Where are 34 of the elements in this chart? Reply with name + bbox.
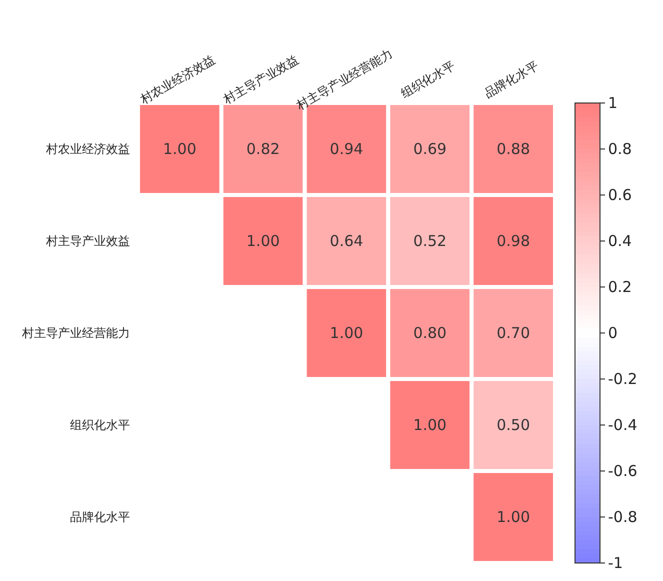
color-bar-label: 1 bbox=[608, 94, 618, 112]
x-tick-label: 组织化水平 bbox=[398, 58, 458, 101]
color-bar-label: 0.2 bbox=[608, 278, 632, 296]
data-label: 0.70 bbox=[496, 324, 530, 342]
data-label: 0.88 bbox=[496, 140, 530, 158]
x-tick-label: 村农业经济效益 bbox=[136, 52, 218, 108]
data-label: 1.00 bbox=[496, 508, 530, 526]
y-tick-label: 村农业经济效益 bbox=[45, 142, 130, 156]
y-tick-label: 村主导产业经营能力 bbox=[21, 326, 130, 340]
y-tick-label: 品牌化水平 bbox=[70, 510, 130, 524]
data-label: 0.80 bbox=[413, 324, 447, 342]
data-label: 1.00 bbox=[162, 140, 196, 158]
color-bar-label: 0.8 bbox=[608, 140, 632, 158]
data-label: 1.00 bbox=[246, 232, 280, 250]
color-bar-label: -0.6 bbox=[608, 462, 638, 480]
y-tick-label: 组织化水平 bbox=[70, 418, 130, 432]
color-bar-label: -1 bbox=[608, 554, 623, 572]
data-label: 0.64 bbox=[330, 232, 364, 250]
y-tick-label: 村主导产业效益 bbox=[45, 234, 130, 248]
data-label: 0.98 bbox=[496, 232, 530, 250]
data-label: 0.69 bbox=[413, 140, 447, 158]
color-bar-label: 0 bbox=[608, 324, 618, 342]
data-label: 0.82 bbox=[246, 140, 280, 158]
color-bar-label: -0.8 bbox=[608, 508, 638, 526]
data-label: 1.00 bbox=[413, 416, 447, 434]
data-label: 0.94 bbox=[330, 140, 364, 158]
data-label: 0.50 bbox=[496, 416, 530, 434]
color-bar-label: 0.6 bbox=[608, 186, 632, 204]
data-label: 0.52 bbox=[413, 232, 447, 250]
color-bar-label: -0.4 bbox=[608, 416, 638, 434]
data-label: 1.00 bbox=[330, 324, 364, 342]
color-bar-label: -0.2 bbox=[608, 370, 638, 388]
color-bar-label: 0.4 bbox=[608, 232, 632, 250]
x-tick-label: 品牌化水平 bbox=[482, 58, 541, 101]
